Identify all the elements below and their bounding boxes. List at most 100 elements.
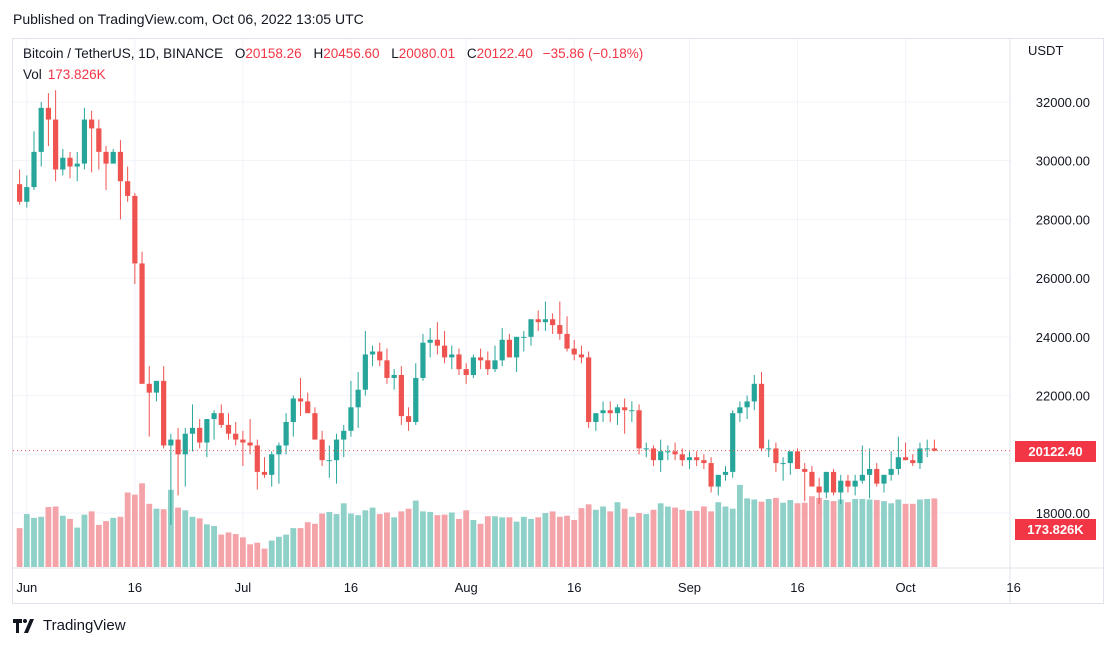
candle-body bbox=[521, 336, 527, 338]
candle-body bbox=[593, 413, 599, 422]
candle-body bbox=[650, 448, 657, 461]
candle-body bbox=[694, 457, 700, 461]
volume-bar bbox=[621, 508, 628, 567]
candle-body bbox=[168, 439, 174, 446]
candle-body bbox=[550, 319, 556, 326]
volume-bar bbox=[866, 499, 873, 567]
candle-body bbox=[924, 448, 930, 450]
candle-body bbox=[787, 451, 793, 464]
volume-bar bbox=[146, 503, 153, 567]
candle-body bbox=[881, 474, 887, 484]
volume-bar bbox=[319, 513, 326, 567]
volume-bar bbox=[650, 509, 657, 567]
volume-bar bbox=[931, 498, 938, 567]
candle-body bbox=[499, 339, 505, 361]
volume-bar bbox=[110, 517, 117, 567]
volume-bar bbox=[427, 511, 434, 567]
candle-body bbox=[780, 463, 786, 465]
candle-body bbox=[175, 439, 181, 455]
volume-bar bbox=[463, 510, 470, 567]
volume-bar bbox=[196, 518, 203, 567]
candle-body bbox=[607, 410, 613, 414]
x-tick-label: Jun bbox=[16, 580, 37, 595]
currency-label[interactable]: USDT bbox=[1028, 43, 1064, 58]
candle-body bbox=[189, 427, 196, 434]
volume-bar bbox=[38, 516, 45, 567]
candle-body bbox=[204, 419, 210, 443]
volume-bar bbox=[528, 518, 534, 567]
volume-bar bbox=[297, 528, 304, 567]
candle-body bbox=[557, 325, 563, 334]
volume-bar bbox=[23, 514, 30, 567]
volume-bar bbox=[283, 534, 290, 567]
volume-bar bbox=[535, 517, 542, 567]
volume-bar bbox=[729, 508, 736, 567]
y-tick-label: 32000.00 bbox=[1036, 95, 1090, 110]
volume-bar bbox=[304, 522, 311, 567]
y-tick-label: 26000.00 bbox=[1036, 271, 1090, 286]
candle-body bbox=[326, 460, 332, 462]
volume-label: Vol bbox=[23, 67, 42, 82]
candle-body bbox=[470, 357, 476, 376]
volume-bar bbox=[391, 517, 398, 567]
volume-bar bbox=[139, 483, 145, 567]
volume-bar bbox=[31, 517, 37, 567]
volume-bar bbox=[902, 503, 909, 567]
volume-bar bbox=[247, 544, 253, 567]
x-tick-label: 16 bbox=[567, 580, 581, 595]
candle-body bbox=[211, 413, 217, 420]
candle-body bbox=[874, 468, 880, 484]
volume-bar bbox=[239, 537, 246, 567]
volume-bar bbox=[384, 512, 390, 567]
last-price-tag: 20122.40 bbox=[1015, 441, 1096, 462]
candle-body bbox=[197, 427, 203, 443]
chart-frame[interactable] bbox=[12, 38, 1104, 604]
volume-bar bbox=[859, 498, 866, 567]
candle-body bbox=[514, 336, 520, 358]
candle-body bbox=[586, 357, 592, 422]
volume-bar bbox=[614, 502, 621, 567]
volume-bar bbox=[542, 513, 549, 567]
candle-body bbox=[910, 460, 916, 464]
volume-bar bbox=[420, 511, 426, 567]
volume-bar bbox=[679, 509, 686, 567]
candle-body bbox=[319, 439, 325, 461]
candle-body bbox=[261, 471, 268, 475]
x-tick-label: 16 bbox=[344, 580, 358, 595]
candle-body bbox=[89, 119, 95, 129]
tradingview-logo[interactable]: TradingView bbox=[13, 617, 126, 634]
y-tick-label: 24000.00 bbox=[1036, 330, 1090, 345]
candle-body bbox=[427, 339, 433, 343]
volume-bar bbox=[340, 503, 347, 567]
candle-body bbox=[74, 163, 80, 167]
volume-bar bbox=[715, 502, 722, 567]
volume-bar bbox=[549, 511, 556, 567]
candle-body bbox=[708, 463, 714, 487]
candle-body bbox=[535, 319, 541, 323]
candle-body bbox=[542, 319, 549, 323]
volume-bar bbox=[203, 524, 210, 567]
volume-bar bbox=[845, 502, 851, 567]
volume-bar bbox=[456, 518, 462, 567]
volume-bar bbox=[564, 515, 570, 567]
volume-bar bbox=[405, 508, 412, 567]
tradingview-brand: TradingView bbox=[43, 617, 126, 634]
candle-body bbox=[24, 187, 30, 202]
volume-bar bbox=[95, 524, 102, 567]
volume-value: 173.826K bbox=[47, 67, 106, 82]
volume-bar bbox=[153, 508, 160, 567]
candle-body bbox=[333, 439, 340, 461]
x-tick-label: 16 bbox=[128, 580, 142, 595]
high-value: 20456.60 bbox=[323, 46, 380, 61]
volume-bar bbox=[124, 492, 131, 567]
symbol-label[interactable]: Bitcoin / TetherUS, 1D, BINANCE bbox=[23, 46, 224, 61]
volume-bar bbox=[45, 507, 52, 567]
candle-body bbox=[917, 448, 923, 464]
volume-bar bbox=[852, 498, 859, 567]
volume-bar bbox=[787, 500, 794, 567]
volume-bar bbox=[398, 511, 405, 567]
candle-body bbox=[838, 480, 844, 493]
volume-bar bbox=[376, 514, 383, 567]
candle-body bbox=[578, 354, 585, 358]
